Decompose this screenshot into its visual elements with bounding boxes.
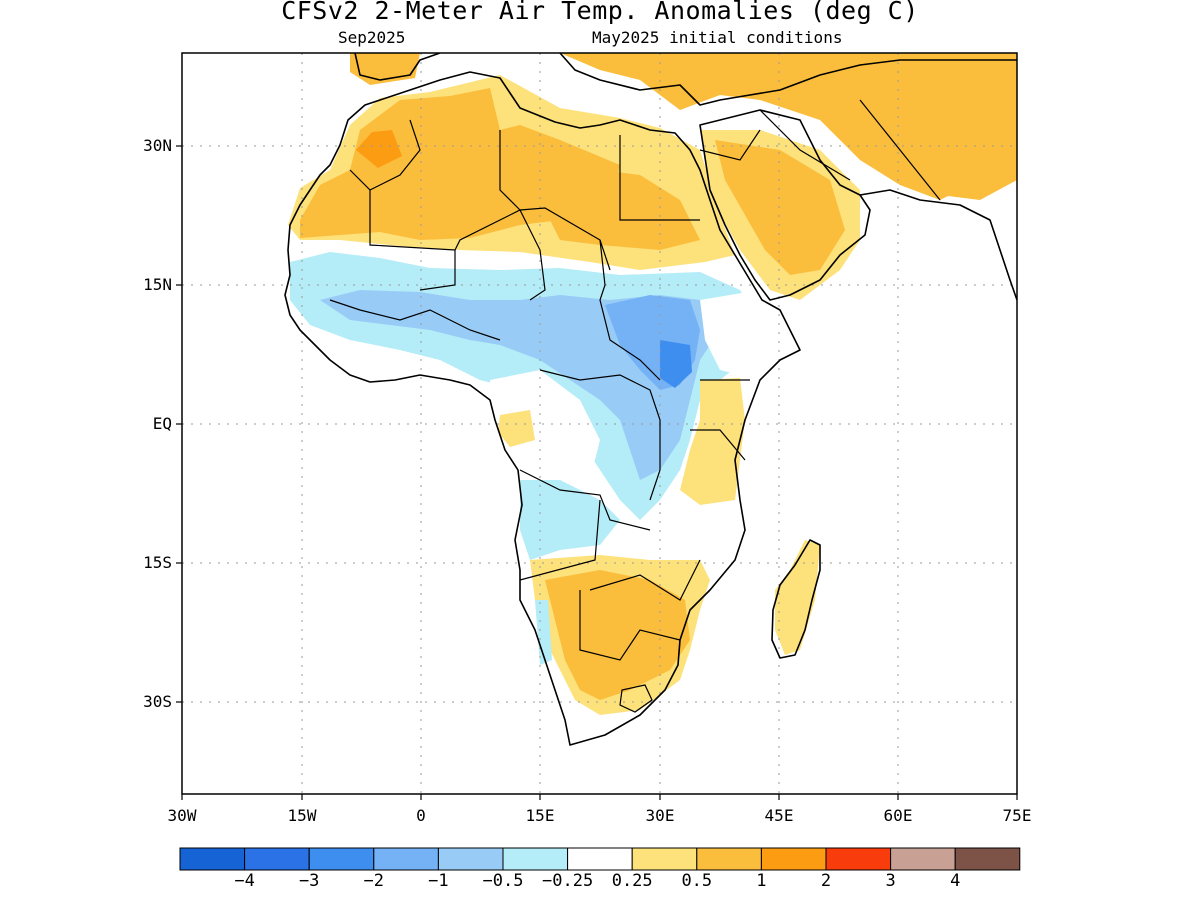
- colorbar-label: 1: [756, 871, 767, 891]
- xtick-label: 75E: [1002, 806, 1032, 825]
- xtick-label: 15W: [287, 806, 317, 825]
- ytick-label: 15S: [143, 553, 172, 572]
- xtick-label: 60E: [883, 806, 913, 825]
- ytick-label: 15N: [143, 275, 172, 294]
- warm-anomaly-southern-africa-strong: [545, 570, 690, 700]
- warm-anomaly-nw-africa-core: [356, 130, 402, 168]
- arabia-coastline: [699, 109, 871, 301]
- africa-coastline: [284, 71, 801, 746]
- ytick-label: 30S: [143, 692, 172, 711]
- colorbar-label: −0.25: [542, 871, 594, 891]
- europe-coastline: [354, 53, 1017, 106]
- colorbar-swatch: [179, 847, 246, 871]
- colorbar-swatch: [567, 847, 633, 871]
- colorbar-swatch: [308, 847, 375, 871]
- ytick-label: EQ: [152, 414, 172, 433]
- colorbar-label: 2: [820, 871, 832, 891]
- warm-anomaly-east-africa: [680, 378, 745, 505]
- warm-anomaly-sahara-strong: [300, 88, 620, 240]
- colorbar-swatch: [696, 847, 762, 871]
- colorbar-label: −2: [363, 871, 385, 891]
- anomaly-field: [288, 53, 1017, 715]
- ytick-label: 30N: [143, 136, 172, 155]
- colorbar-swatch: [954, 847, 1021, 871]
- forecast-month: Sep2025: [338, 28, 406, 47]
- warm-anomaly-iran: [860, 80, 1017, 200]
- xtick-label: 30E: [645, 806, 675, 825]
- colorbar-label: −3: [298, 871, 320, 891]
- colorbar: [179, 847, 1021, 871]
- colorbar-swatch: [437, 847, 504, 871]
- cool-anomaly-namibia-coast: [535, 600, 552, 665]
- xtick-label: 15E: [525, 806, 555, 825]
- xtick-label: 45E: [764, 806, 794, 825]
- colorbar-label: 4: [950, 871, 961, 891]
- colorbar-label: −4: [234, 871, 255, 891]
- cool-anomaly-south-sudan-core: [660, 340, 692, 388]
- colorbar-label: 3: [885, 871, 896, 891]
- colorbar-swatch: [502, 847, 569, 871]
- colorbar-swatch: [244, 847, 310, 871]
- warm-anomaly-arabia-strong: [715, 140, 845, 275]
- chart-title: CFSv2 2-Meter Air Temp. Anomalies (deg C…: [281, 0, 919, 25]
- colorbar-label: −1: [428, 871, 449, 891]
- warm-anomaly-gabon: [498, 410, 535, 447]
- colorbar-swatch: [631, 847, 698, 871]
- neutral-horn: [700, 290, 800, 380]
- madagascar-coastline: [771, 539, 821, 659]
- colorbar-swatch: [760, 847, 827, 871]
- colorbar-swatch: [890, 847, 956, 871]
- borders: [329, 99, 941, 713]
- asia-coastline: [859, 189, 1017, 301]
- neutral-central-africa: [490, 370, 600, 490]
- xtick-label: 30W: [167, 806, 197, 825]
- cool-anomaly-angola: [520, 480, 620, 560]
- xtick-label: 0: [416, 806, 426, 825]
- colorbar-label: 0.5: [681, 871, 713, 891]
- colorbar-swatch: [373, 847, 439, 871]
- axis-ticks: [176, 145, 1018, 800]
- colorbar-swatch: [825, 847, 892, 871]
- colorbar-label: 0.25: [611, 871, 653, 891]
- coastlines: [284, 53, 1017, 746]
- warm-anomaly-europe: [350, 53, 420, 85]
- colorbar-label: −0.5: [482, 871, 524, 891]
- initial-conditions: May2025 initial conditions: [592, 28, 843, 47]
- warm-anomaly-madagascar: [775, 540, 820, 655]
